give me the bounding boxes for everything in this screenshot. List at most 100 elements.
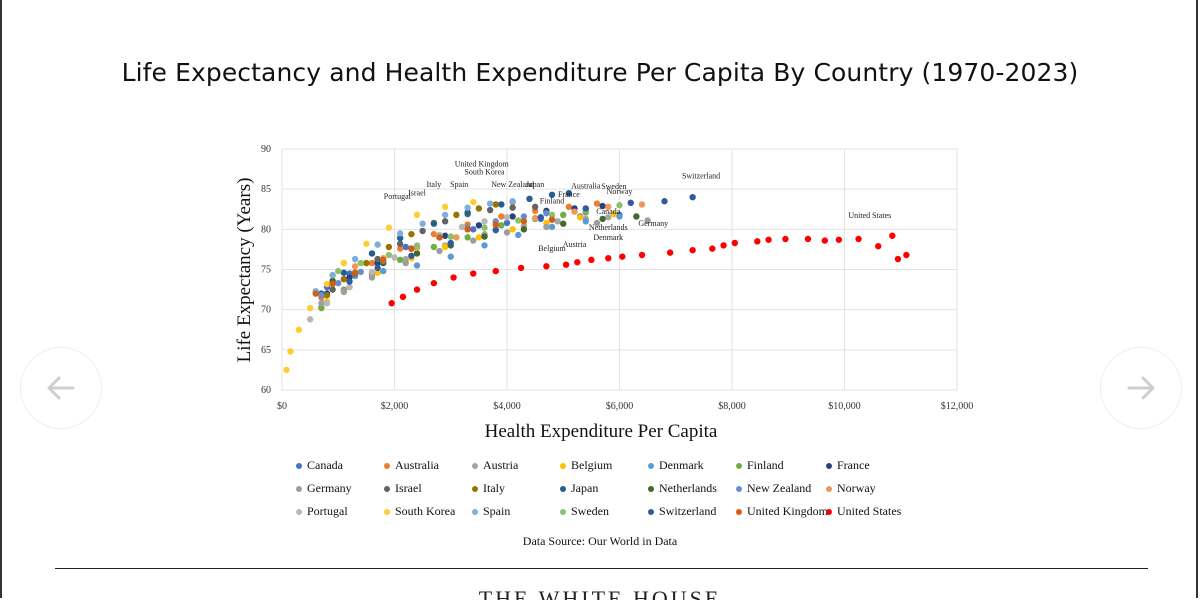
data-point [509,226,516,233]
data-point [368,274,376,281]
legend-label: Austria [483,458,519,472]
legend-swatch [384,485,390,492]
data-point [329,271,336,279]
data-point [804,235,812,243]
legend-swatch [736,508,742,515]
y-tick-label: 90 [261,144,271,155]
data-point [368,250,376,257]
x-tick-label: $12,000 [941,401,974,412]
data-point [357,268,364,276]
data-point [340,259,348,267]
legend-swatch [472,508,478,515]
data-point [399,293,407,301]
section-divider [55,568,1148,569]
data-point [593,219,601,227]
data-point [453,234,460,241]
data-point [486,200,494,207]
legend-label: Denmark [659,458,704,472]
data-point [380,256,387,264]
data-point [447,233,454,240]
country-label: Netherlands [589,223,628,232]
data-point [548,191,556,198]
data-point [782,235,789,243]
y-tick-label: 60 [261,385,271,396]
data-point [430,279,438,287]
data-point [351,263,359,270]
x-tick-label: $10,000 [828,401,861,412]
data-point [368,259,376,267]
country-label: Germany [638,219,668,228]
data-point [374,264,381,272]
data-point [638,201,646,208]
data-point [447,253,454,260]
data-point [571,208,578,215]
data-point [582,218,589,225]
data-point [346,283,353,291]
legend-label: United Kingdom [747,504,828,518]
data-point [548,223,556,231]
data-point [388,300,395,307]
data-point [464,226,471,233]
data-point [588,256,595,264]
data-point [318,304,325,312]
data-point [644,217,651,224]
data-point [329,286,336,293]
legend-swatch [472,485,478,492]
data-point [441,232,449,239]
country-label: Spain [450,180,468,189]
data-point [481,224,488,231]
data-point [576,214,584,221]
data-point [346,278,353,285]
data-point [554,218,561,225]
data-point [470,198,477,206]
data-point [396,256,404,264]
data-point [318,292,325,299]
next-button[interactable] [1100,347,1182,429]
data-point [492,267,499,275]
legend-item: Spain [472,504,510,519]
data-point [526,195,533,203]
chart-grid [281,148,958,391]
country-label: Canada [596,207,620,216]
legend-swatch [736,485,742,492]
data-point [599,202,606,210]
data-point [408,252,415,260]
data-point [565,189,573,197]
data-point [517,264,525,272]
legend-item: Finland [736,458,784,473]
legend-swatch [826,508,832,515]
data-point [481,218,488,225]
legend-swatch [472,462,478,469]
legend-label: New Zealand [747,481,812,495]
data-point [413,250,421,257]
legend-label: Japan [571,481,599,495]
y-tick-label: 65 [261,345,271,356]
legend-swatch [296,462,302,469]
legend-label: France [837,458,870,472]
data-point [450,274,457,281]
data-point [543,210,550,217]
data-point [441,218,449,225]
data-point [374,269,381,276]
data-point [287,348,294,355]
data-point [408,230,415,238]
legend-label: Australia [395,458,439,472]
data-point [605,214,612,221]
data-point [486,206,494,214]
legend-item: Australia [384,458,439,473]
previous-button[interactable] [20,347,102,429]
data-point [306,316,314,323]
data-point [720,242,727,249]
data-point [616,213,623,220]
data-point [453,211,460,219]
data-point [283,366,290,374]
data-point [498,213,505,220]
data-point [385,251,393,259]
data-point [903,251,910,259]
legend-label: Italy [483,481,505,495]
country-label: New Zealand [491,180,534,189]
data-point [323,300,331,307]
x-tick-label: $4,000 [493,401,521,412]
data-point [515,217,522,224]
